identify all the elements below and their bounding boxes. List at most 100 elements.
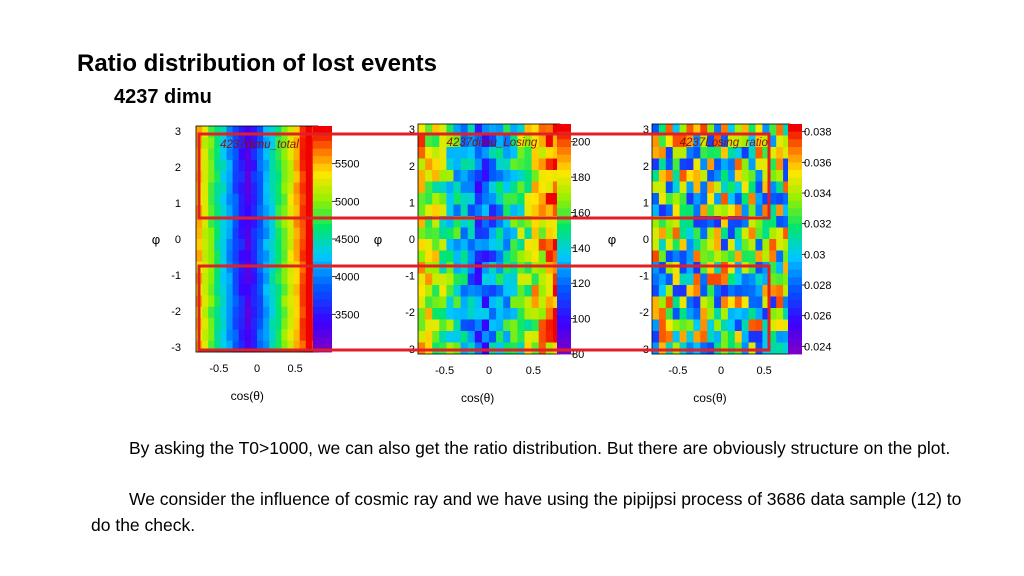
heatmap-cell <box>425 193 433 205</box>
heatmap-cell <box>672 170 680 182</box>
heatmap-cell <box>257 137 264 149</box>
heatmap-cell <box>275 306 282 319</box>
heatmap-cell <box>220 272 227 285</box>
heatmap-cell <box>531 181 540 194</box>
heatmap-cell <box>714 285 722 297</box>
heatmap-cell <box>208 148 215 161</box>
heatmap-cell <box>686 250 694 263</box>
heatmap-cell <box>453 239 461 251</box>
heatmap-cell <box>531 319 540 332</box>
heatmap-cell <box>727 285 736 297</box>
heatmap-cell <box>281 159 288 172</box>
heatmap-cell <box>714 124 722 136</box>
heatmap-cell <box>658 181 667 194</box>
heatmap-cell <box>460 250 469 263</box>
heatmap-cell <box>679 331 687 343</box>
heatmap-cell <box>552 273 561 286</box>
heatmap-cell <box>425 262 433 274</box>
heatmap-cell <box>517 239 525 251</box>
heatmap-cell <box>686 319 694 332</box>
heatmap-cell <box>460 204 469 217</box>
heatmap-cell <box>250 272 258 285</box>
heatmap-cell <box>263 137 270 149</box>
heatmap-cell <box>721 319 729 332</box>
heatmap-cell <box>238 159 246 172</box>
heatmap-cell <box>489 193 497 205</box>
heatmap-cell <box>510 296 518 309</box>
heatmap-cell <box>208 216 215 229</box>
heatmap-cell <box>257 284 264 296</box>
heatmap-cell <box>652 170 660 182</box>
heatmap-cell <box>425 204 433 217</box>
heatmap-cell <box>727 239 736 251</box>
highlight-box-lower <box>197 264 771 352</box>
heatmap-cell <box>446 273 454 286</box>
heatmap-cell <box>755 342 763 355</box>
heatmap-cell <box>762 319 770 332</box>
heatmap-cell <box>275 205 282 217</box>
heatmap-cell <box>226 216 233 229</box>
heatmap-cell <box>481 170 490 182</box>
heatmap-cell <box>467 216 476 228</box>
heatmap-cell <box>762 342 770 355</box>
heatmap-cell <box>545 250 554 263</box>
heatmap-cell <box>293 126 301 138</box>
heatmap-cell <box>755 204 763 217</box>
heatmap-cell <box>524 319 532 332</box>
heatmap-cell <box>425 135 433 148</box>
heatmap-cell <box>220 182 227 195</box>
heatmap-cell <box>202 216 209 229</box>
heatmap-cell <box>531 216 540 228</box>
heatmap-cell <box>226 126 233 138</box>
heatmap-cell <box>552 204 561 217</box>
heatmap-cell <box>467 239 476 251</box>
heatmap-cell <box>202 295 209 308</box>
heatmap-cell <box>244 340 252 353</box>
heatmap-cell <box>700 319 708 332</box>
colorbar-segment <box>788 292 802 301</box>
heatmap-cell <box>741 250 749 263</box>
heatmap-cell <box>538 319 547 332</box>
heatmap-cell <box>658 250 667 263</box>
colorbar-tick-label: 0.028 <box>804 280 832 292</box>
heatmap-cell <box>418 124 426 136</box>
heatmap-cell <box>510 124 518 136</box>
heatmap-cell <box>552 296 561 309</box>
heatmap-cell <box>418 273 426 286</box>
heatmap-cell <box>700 331 708 343</box>
heatmap-cell <box>714 296 722 309</box>
heatmap-cell <box>425 296 433 309</box>
heatmap-cell <box>672 262 680 274</box>
colorbar-tick-label: 160 <box>572 207 590 219</box>
heatmap-cell <box>524 204 532 217</box>
heatmap-cell <box>244 159 252 172</box>
heatmap-cell <box>305 329 313 342</box>
colorbar-tick-label: 0.026 <box>804 311 832 323</box>
heatmap-cell <box>263 295 270 308</box>
heatmap-cell <box>538 147 547 159</box>
heatmap-cell <box>503 158 511 171</box>
heatmap-cell <box>293 239 301 251</box>
heatmap-cell <box>263 318 270 330</box>
heatmap-cell <box>244 171 252 183</box>
heatmap-cell <box>658 296 667 309</box>
heatmap-cell <box>481 216 490 228</box>
heatmap-cell <box>220 193 227 206</box>
heatmap-cell <box>538 135 547 148</box>
heatmap-cell <box>208 137 215 149</box>
heatmap-cell <box>783 170 791 182</box>
heatmap-cell <box>700 170 708 182</box>
heatmap-cell <box>665 204 674 217</box>
heatmap-cell <box>238 239 246 251</box>
heatmap-cell <box>734 216 743 228</box>
colorbar-segment <box>557 170 571 179</box>
heatmap-cell <box>460 262 469 274</box>
heatmap-cell <box>503 216 511 228</box>
heatmap-cell <box>714 331 722 343</box>
heatmap-cell <box>226 227 233 240</box>
heatmap-cell <box>721 135 729 148</box>
heatmap-cell <box>293 295 301 308</box>
heatmap-cell <box>439 273 447 286</box>
y-tick-label: 3 <box>643 124 649 136</box>
